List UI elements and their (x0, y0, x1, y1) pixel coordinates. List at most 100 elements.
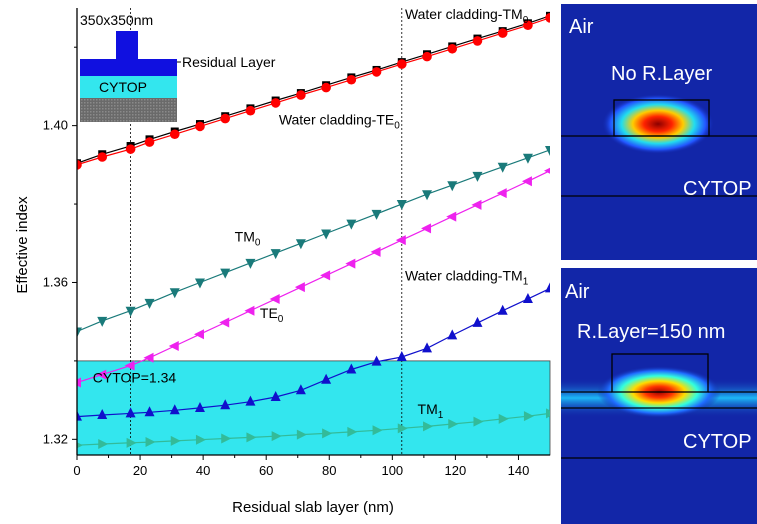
data-point (125, 306, 136, 317)
series-annotation: Water cladding-TM1 (405, 268, 529, 288)
data-point (370, 246, 381, 257)
data-point (270, 249, 281, 260)
data-point (496, 188, 507, 199)
data-point (245, 395, 256, 406)
y-tick-label: 1.32 (43, 431, 68, 446)
data-point (447, 329, 458, 340)
data-point (77, 442, 83, 449)
data-point (220, 268, 231, 279)
data-point (497, 304, 508, 315)
data-point (498, 413, 509, 424)
data-point (546, 408, 550, 419)
data-point (346, 219, 357, 230)
data-point (271, 431, 282, 442)
data-point (371, 67, 382, 77)
data-point (422, 342, 433, 353)
inset-size-label: 350x350nm (80, 12, 153, 28)
data-point (77, 377, 81, 388)
annotations: Water cladding-TM0 Water cladding-TE0 TM0 T… (93, 6, 529, 421)
data-point (144, 137, 155, 147)
data-point (97, 409, 108, 420)
data-point (497, 28, 508, 38)
data-point (472, 36, 483, 46)
data-point (545, 282, 550, 293)
data-point (296, 90, 306, 100)
series-line (77, 170, 550, 384)
panel-bottom-label: CYTOP (683, 178, 752, 200)
data-point (125, 144, 136, 154)
data-point (346, 74, 357, 85)
series-annotation: TE0 (260, 305, 284, 325)
x-tick-label: 120 (445, 463, 467, 478)
data-point (521, 176, 532, 187)
data-point (544, 167, 550, 174)
data-point (522, 153, 533, 164)
axes (76, 8, 550, 456)
panel-top-label: Air (569, 16, 594, 38)
data-point (97, 316, 108, 327)
series-annotation: TM1 (418, 401, 444, 421)
panel-mode-label: R.Layer=150 nm (577, 321, 725, 343)
y-tick-label: 1.36 (43, 274, 68, 289)
series-6 (77, 408, 550, 450)
series-annotation: Water cladding-TE0 (279, 111, 400, 131)
series-layer (77, 11, 550, 450)
data-point (321, 229, 332, 240)
panel-top-label: Air (565, 281, 590, 303)
mode-panel-no-residual: Air No R.Layer CYTOP (561, 4, 757, 260)
inset-residual-layer (80, 59, 177, 76)
data-point (77, 410, 82, 421)
y-ticks: 1.32 1.36 1.40 (43, 46, 77, 446)
data-point (270, 390, 281, 401)
data-point (471, 199, 482, 210)
inset-cytop-label: CYTOP (99, 79, 147, 95)
data-point (145, 437, 156, 448)
data-point (169, 129, 180, 140)
series-5 (77, 282, 550, 421)
data-point (270, 98, 281, 108)
data-point (244, 305, 255, 316)
data-point (545, 13, 550, 23)
data-point (446, 211, 457, 222)
data-point (321, 82, 331, 93)
series-4 (77, 167, 550, 388)
data-point (194, 401, 205, 412)
series-line (77, 149, 550, 333)
data-point (396, 350, 407, 361)
x-tick-label: 80 (322, 463, 336, 478)
data-point (472, 316, 483, 327)
inset-substrate (80, 98, 177, 122)
series-line (77, 287, 550, 418)
mode-field (602, 94, 714, 154)
data-point (144, 298, 155, 309)
data-point (295, 239, 306, 250)
data-point (422, 51, 432, 62)
data-point (294, 282, 305, 293)
data-point (221, 433, 232, 444)
data-point (143, 352, 154, 363)
x-tick-label: 100 (381, 463, 403, 478)
data-point (96, 369, 107, 380)
x-tick-label: 20 (133, 463, 147, 478)
data-point (346, 363, 357, 374)
data-point (124, 360, 135, 371)
data-point (246, 432, 257, 443)
data-point (371, 209, 382, 220)
inset-residual-label: Residual Layer (182, 54, 276, 70)
data-point (447, 43, 458, 54)
data-point (245, 105, 256, 116)
data-point (169, 288, 180, 299)
data-point (396, 59, 407, 69)
waveguide-inset: 350x350nm CYTOP Residual Layer (80, 12, 276, 122)
data-point (371, 355, 382, 366)
data-point (195, 121, 205, 132)
data-point (77, 327, 82, 338)
data-point (195, 434, 206, 445)
data-point (220, 113, 231, 124)
data-point (397, 423, 408, 434)
series-3 (77, 145, 550, 338)
inset-ridge (116, 31, 138, 61)
mode-panel-residual-150: Air R.Layer=150 nm CYTOP (561, 268, 757, 524)
data-point (421, 223, 432, 234)
data-point (168, 340, 179, 351)
